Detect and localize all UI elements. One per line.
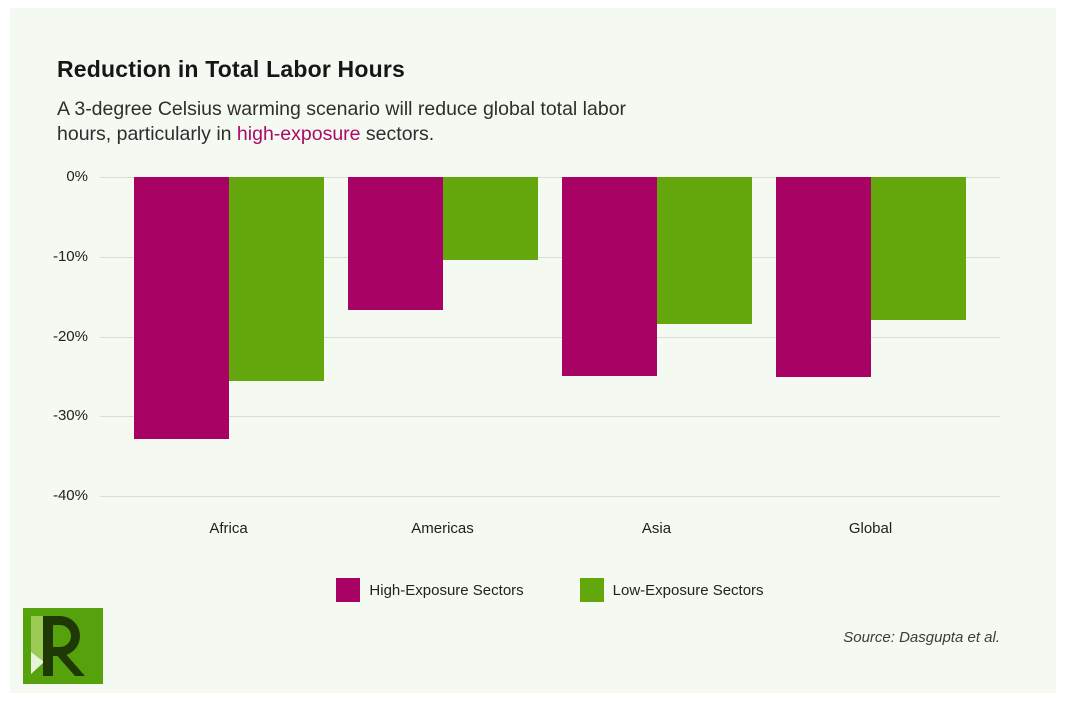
logo-r-leg xyxy=(54,652,85,676)
gridline xyxy=(100,177,1000,178)
bar-high-americas xyxy=(347,177,443,311)
logo-r-bowl xyxy=(53,616,80,656)
chart-card: Reduction in Total Labor Hours A 3-degre… xyxy=(10,8,1056,693)
subtitle-line2-prefix: hours, particularly in xyxy=(57,123,237,145)
rff-logo xyxy=(23,608,103,684)
page-title: Reduction in Total Labor Hours xyxy=(57,56,406,82)
legend-label-high: High-Exposure Sectors xyxy=(369,581,524,599)
subtitle-highlight: high-exposure xyxy=(236,123,361,145)
logo-r-stem xyxy=(43,616,53,676)
gridline xyxy=(100,496,1000,497)
bar-high-global xyxy=(775,177,871,378)
bar-high-africa xyxy=(133,177,229,439)
bar-low-americas xyxy=(442,177,538,260)
subtitle-line2-suffix: sectors. xyxy=(360,123,435,145)
y-tick-label: -10% xyxy=(52,247,88,265)
y-tick-label: -20% xyxy=(52,327,88,345)
legend-swatch-high xyxy=(336,578,361,602)
x-axis-label-global: Global xyxy=(848,520,893,537)
x-axis-label-asia: Asia xyxy=(641,520,672,537)
legend-label-low: Low-Exposure Sectors xyxy=(612,581,764,599)
bar-low-global xyxy=(870,177,966,320)
y-tick-label: -40% xyxy=(52,487,88,504)
gridline xyxy=(100,336,1000,338)
y-tick-label: 0% xyxy=(66,168,88,185)
bar-low-africa xyxy=(228,177,324,382)
gridline xyxy=(100,416,1000,418)
x-axis-label-americas: Americas xyxy=(411,520,474,537)
plot-area: Africa Americas Asia Global xyxy=(100,177,1000,537)
legend-item-high-exposure: High-Exposure Sectors xyxy=(336,578,524,602)
logo-pale-triangle xyxy=(31,652,44,674)
gridline xyxy=(100,256,1000,258)
legend: High-Exposure Sectors Low-Exposure Sector… xyxy=(100,578,1000,602)
x-axis-label-africa: Africa xyxy=(209,520,248,537)
legend-item-low-exposure: Low-Exposure Sectors xyxy=(579,578,764,602)
source-credit: Source: Dasgupta et al. xyxy=(843,629,1000,646)
bar-low-asia xyxy=(656,177,752,324)
y-axis: 0% -10% -20% -30% -40% xyxy=(10,168,88,504)
legend-swatch-low xyxy=(579,578,604,602)
chart-subtitle: A 3-degree Celsius warming scenario will… xyxy=(57,97,626,147)
subtitle-line1: A 3-degree Celsius warming scenario will… xyxy=(57,98,627,120)
y-tick-label: -30% xyxy=(52,407,88,425)
bar-high-asia xyxy=(561,177,657,377)
